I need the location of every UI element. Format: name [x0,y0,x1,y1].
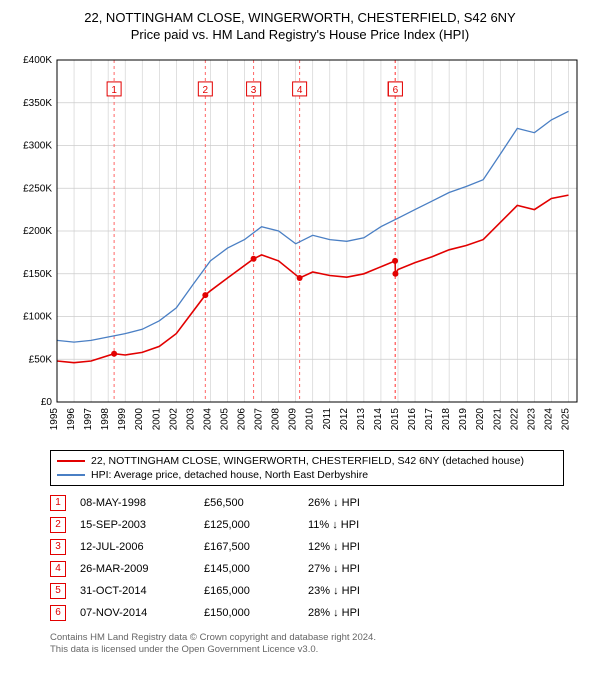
sale-date: 26-MAR-2009 [80,558,204,580]
svg-text:2022: 2022 [509,408,520,431]
svg-text:1997: 1997 [83,408,94,431]
svg-text:3: 3 [251,85,257,96]
svg-text:2025: 2025 [560,408,571,431]
sale-number-badge: 5 [50,583,66,599]
svg-text:2: 2 [203,85,209,96]
svg-text:£200K: £200K [23,226,52,237]
svg-text:2009: 2009 [288,408,299,431]
svg-text:£50K: £50K [29,354,53,365]
sale-date: 07-NOV-2014 [80,602,204,624]
legend-swatch [57,474,85,476]
sale-date: 08-MAY-1998 [80,492,204,514]
sale-price: £145,000 [204,558,308,580]
svg-text:2020: 2020 [475,408,486,431]
svg-text:2015: 2015 [390,408,401,431]
sale-price: £150,000 [204,602,308,624]
table-row: 6 07-NOV-2014£150,00028% ↓ HPI [50,602,374,624]
sale-price: £165,000 [204,580,308,602]
sale-number-badge: 4 [50,561,66,577]
svg-text:2017: 2017 [424,408,435,431]
svg-text:£400K: £400K [23,55,52,66]
sale-delta: 27% ↓ HPI [308,558,374,580]
svg-text:4: 4 [297,85,303,96]
svg-text:£0: £0 [41,397,53,408]
footer-line: Contains HM Land Registry data © Crown c… [50,632,585,644]
table-row: 1 08-MAY-1998£56,50026% ↓ HPI [50,492,374,514]
page-title: 22, NOTTINGHAM CLOSE, WINGERWORTH, CHEST… [15,10,585,25]
svg-text:2002: 2002 [168,408,179,431]
svg-text:2006: 2006 [237,408,248,431]
svg-text:2007: 2007 [254,408,265,431]
svg-text:2005: 2005 [219,408,230,431]
sale-number-badge: 1 [50,495,66,511]
svg-text:£350K: £350K [23,98,52,109]
svg-text:1: 1 [111,85,117,96]
sale-delta: 11% ↓ HPI [308,514,374,536]
svg-text:2004: 2004 [202,408,213,431]
sale-delta: 23% ↓ HPI [308,580,374,602]
svg-text:2018: 2018 [441,408,452,431]
svg-text:1995: 1995 [49,408,60,431]
svg-text:2023: 2023 [526,408,537,431]
legend-row: HPI: Average price, detached house, Nort… [57,468,557,482]
svg-text:2021: 2021 [492,408,503,431]
svg-text:2001: 2001 [151,408,162,431]
sale-number-badge: 3 [50,539,66,555]
chart-legend: 22, NOTTINGHAM CLOSE, WINGERWORTH, CHEST… [50,450,564,486]
footer-line: This data is licensed under the Open Gov… [50,644,585,656]
svg-text:2019: 2019 [458,408,469,431]
sale-price: £56,500 [204,492,308,514]
svg-text:2012: 2012 [339,408,350,431]
svg-text:2016: 2016 [407,408,418,431]
table-row: 5 31-OCT-2014£165,00023% ↓ HPI [50,580,374,602]
sale-date: 12-JUL-2006 [80,536,204,558]
svg-text:2000: 2000 [134,408,145,431]
sale-price: £167,500 [204,536,308,558]
sale-delta: 28% ↓ HPI [308,602,374,624]
sales-table: 1 08-MAY-1998£56,50026% ↓ HPI 2 15-SEP-2003… [50,492,374,624]
table-row: 4 26-MAR-2009£145,00027% ↓ HPI [50,558,374,580]
table-row: 2 15-SEP-2003£125,00011% ↓ HPI [50,514,374,536]
svg-text:1996: 1996 [66,408,77,431]
legend-label: 22, NOTTINGHAM CLOSE, WINGERWORTH, CHEST… [91,455,524,467]
svg-text:2013: 2013 [356,408,367,431]
svg-text:1998: 1998 [100,408,111,431]
svg-text:£250K: £250K [23,183,52,194]
svg-text:2024: 2024 [543,408,554,431]
sale-number-badge: 6 [50,605,66,621]
legend-swatch [57,460,85,462]
price-chart: £0 £50K £100K £150K £200K £250K £300K £350K £400… [15,52,585,442]
sale-delta: 12% ↓ HPI [308,536,374,558]
svg-text:£300K: £300K [23,141,52,152]
svg-text:£100K: £100K [23,312,52,323]
sale-price: £125,000 [204,514,308,536]
svg-text:1999: 1999 [117,408,128,431]
sale-delta: 26% ↓ HPI [308,492,374,514]
svg-text:2011: 2011 [322,408,333,430]
table-row: 3 12-JUL-2006£167,50012% ↓ HPI [50,536,374,558]
svg-text:2003: 2003 [185,408,196,431]
page-subtitle: Price paid vs. HM Land Registry's House … [15,27,585,42]
sale-number-badge: 2 [50,517,66,533]
svg-text:2008: 2008 [271,408,282,431]
svg-text:2010: 2010 [305,408,316,431]
legend-label: HPI: Average price, detached house, Nort… [91,469,368,481]
svg-text:2014: 2014 [373,408,384,431]
footer-attribution: Contains HM Land Registry data © Crown c… [50,632,585,657]
legend-row: 22, NOTTINGHAM CLOSE, WINGERWORTH, CHEST… [57,454,557,468]
svg-text:£150K: £150K [23,269,52,280]
sale-date: 15-SEP-2003 [80,514,204,536]
sale-date: 31-OCT-2014 [80,580,204,602]
svg-text:6: 6 [393,85,399,96]
